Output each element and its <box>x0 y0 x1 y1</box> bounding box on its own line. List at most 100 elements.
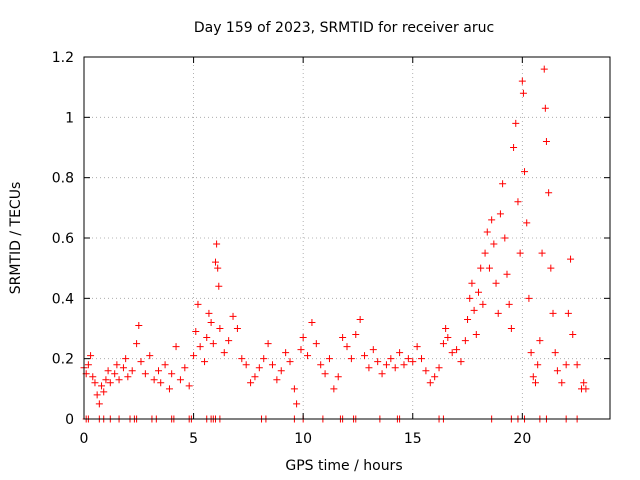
data-point <box>503 270 511 278</box>
data-point <box>457 358 465 366</box>
data-point <box>133 340 141 348</box>
data-point <box>518 77 526 85</box>
data-point <box>505 300 513 308</box>
data-point <box>536 337 544 345</box>
data-point <box>426 379 434 387</box>
data-point <box>111 370 119 378</box>
data-point <box>205 309 213 317</box>
data-point <box>435 364 443 372</box>
data-point <box>124 373 132 381</box>
y-tick-label: 1 <box>65 110 74 126</box>
data-point <box>317 361 325 369</box>
data-point <box>93 391 101 399</box>
data-point <box>521 168 529 176</box>
data-point <box>562 361 570 369</box>
data-point <box>308 318 316 326</box>
data-point <box>352 331 360 339</box>
data-point <box>89 373 97 381</box>
data-point <box>157 379 165 387</box>
data-point <box>501 234 509 242</box>
y-tick-label: 0.2 <box>52 352 74 368</box>
data-point <box>481 249 489 257</box>
data-point <box>409 358 417 366</box>
data-point <box>413 343 421 351</box>
data-point <box>146 352 154 360</box>
data-point <box>573 361 581 369</box>
data-point <box>122 355 130 363</box>
data-point <box>439 340 447 348</box>
data-point <box>176 376 184 384</box>
data-point <box>104 367 112 375</box>
data-point <box>378 370 386 378</box>
data-point <box>541 104 549 112</box>
data-point <box>213 240 221 248</box>
data-point <box>277 367 285 375</box>
data-point <box>347 355 355 363</box>
data-point <box>155 367 163 375</box>
data-point <box>582 385 590 393</box>
x-axis-label: GPS time / hours <box>285 458 402 474</box>
data-point <box>207 318 215 326</box>
data-point <box>115 376 123 384</box>
data-point <box>233 325 241 332</box>
data-point <box>172 343 180 351</box>
data-point <box>255 364 263 372</box>
data-point <box>569 331 577 339</box>
data-point <box>470 306 478 314</box>
data-point <box>168 370 176 378</box>
data-point <box>477 264 485 272</box>
x-tick-label: 15 <box>404 431 422 447</box>
data-point <box>492 279 500 287</box>
data-point <box>472 331 480 339</box>
data-point <box>165 385 173 393</box>
data-point <box>496 210 504 218</box>
data-point <box>102 376 110 384</box>
data-point <box>209 340 217 348</box>
data-point <box>448 349 456 357</box>
data-point <box>216 325 224 332</box>
data-point <box>468 279 476 287</box>
data-point <box>475 288 482 296</box>
data-point <box>558 379 566 387</box>
data-point <box>529 373 537 381</box>
data-point <box>442 325 450 332</box>
data-point <box>214 264 222 272</box>
data-point <box>119 364 127 372</box>
data-point <box>567 255 575 263</box>
data-point <box>365 364 373 372</box>
data-point <box>534 361 542 369</box>
data-point <box>330 385 338 393</box>
data-point <box>212 258 219 266</box>
data-point <box>523 219 531 227</box>
data-point <box>369 346 377 354</box>
data-point <box>150 376 158 384</box>
data-point <box>553 367 561 375</box>
data-point <box>181 364 189 372</box>
data-point <box>247 379 255 387</box>
data-point <box>494 309 502 317</box>
data-point <box>499 180 507 188</box>
data-point <box>161 361 169 369</box>
data-point <box>194 300 202 308</box>
data-point <box>519 89 527 97</box>
data-point <box>516 249 524 257</box>
data-point <box>203 334 211 342</box>
data-point <box>286 358 294 366</box>
data-point <box>453 346 461 354</box>
data-point <box>514 198 522 206</box>
data-point <box>87 352 95 360</box>
data-point <box>343 343 351 351</box>
data-point <box>251 373 259 381</box>
data-point <box>400 361 408 369</box>
data-point <box>549 309 557 317</box>
data-point <box>185 382 193 390</box>
data-point <box>137 358 145 366</box>
data-point <box>106 379 114 387</box>
data-point <box>98 382 106 390</box>
data-point <box>325 355 333 363</box>
data-point <box>201 358 209 366</box>
data-point <box>91 379 99 387</box>
data-point <box>242 361 250 369</box>
data-point <box>135 321 143 329</box>
